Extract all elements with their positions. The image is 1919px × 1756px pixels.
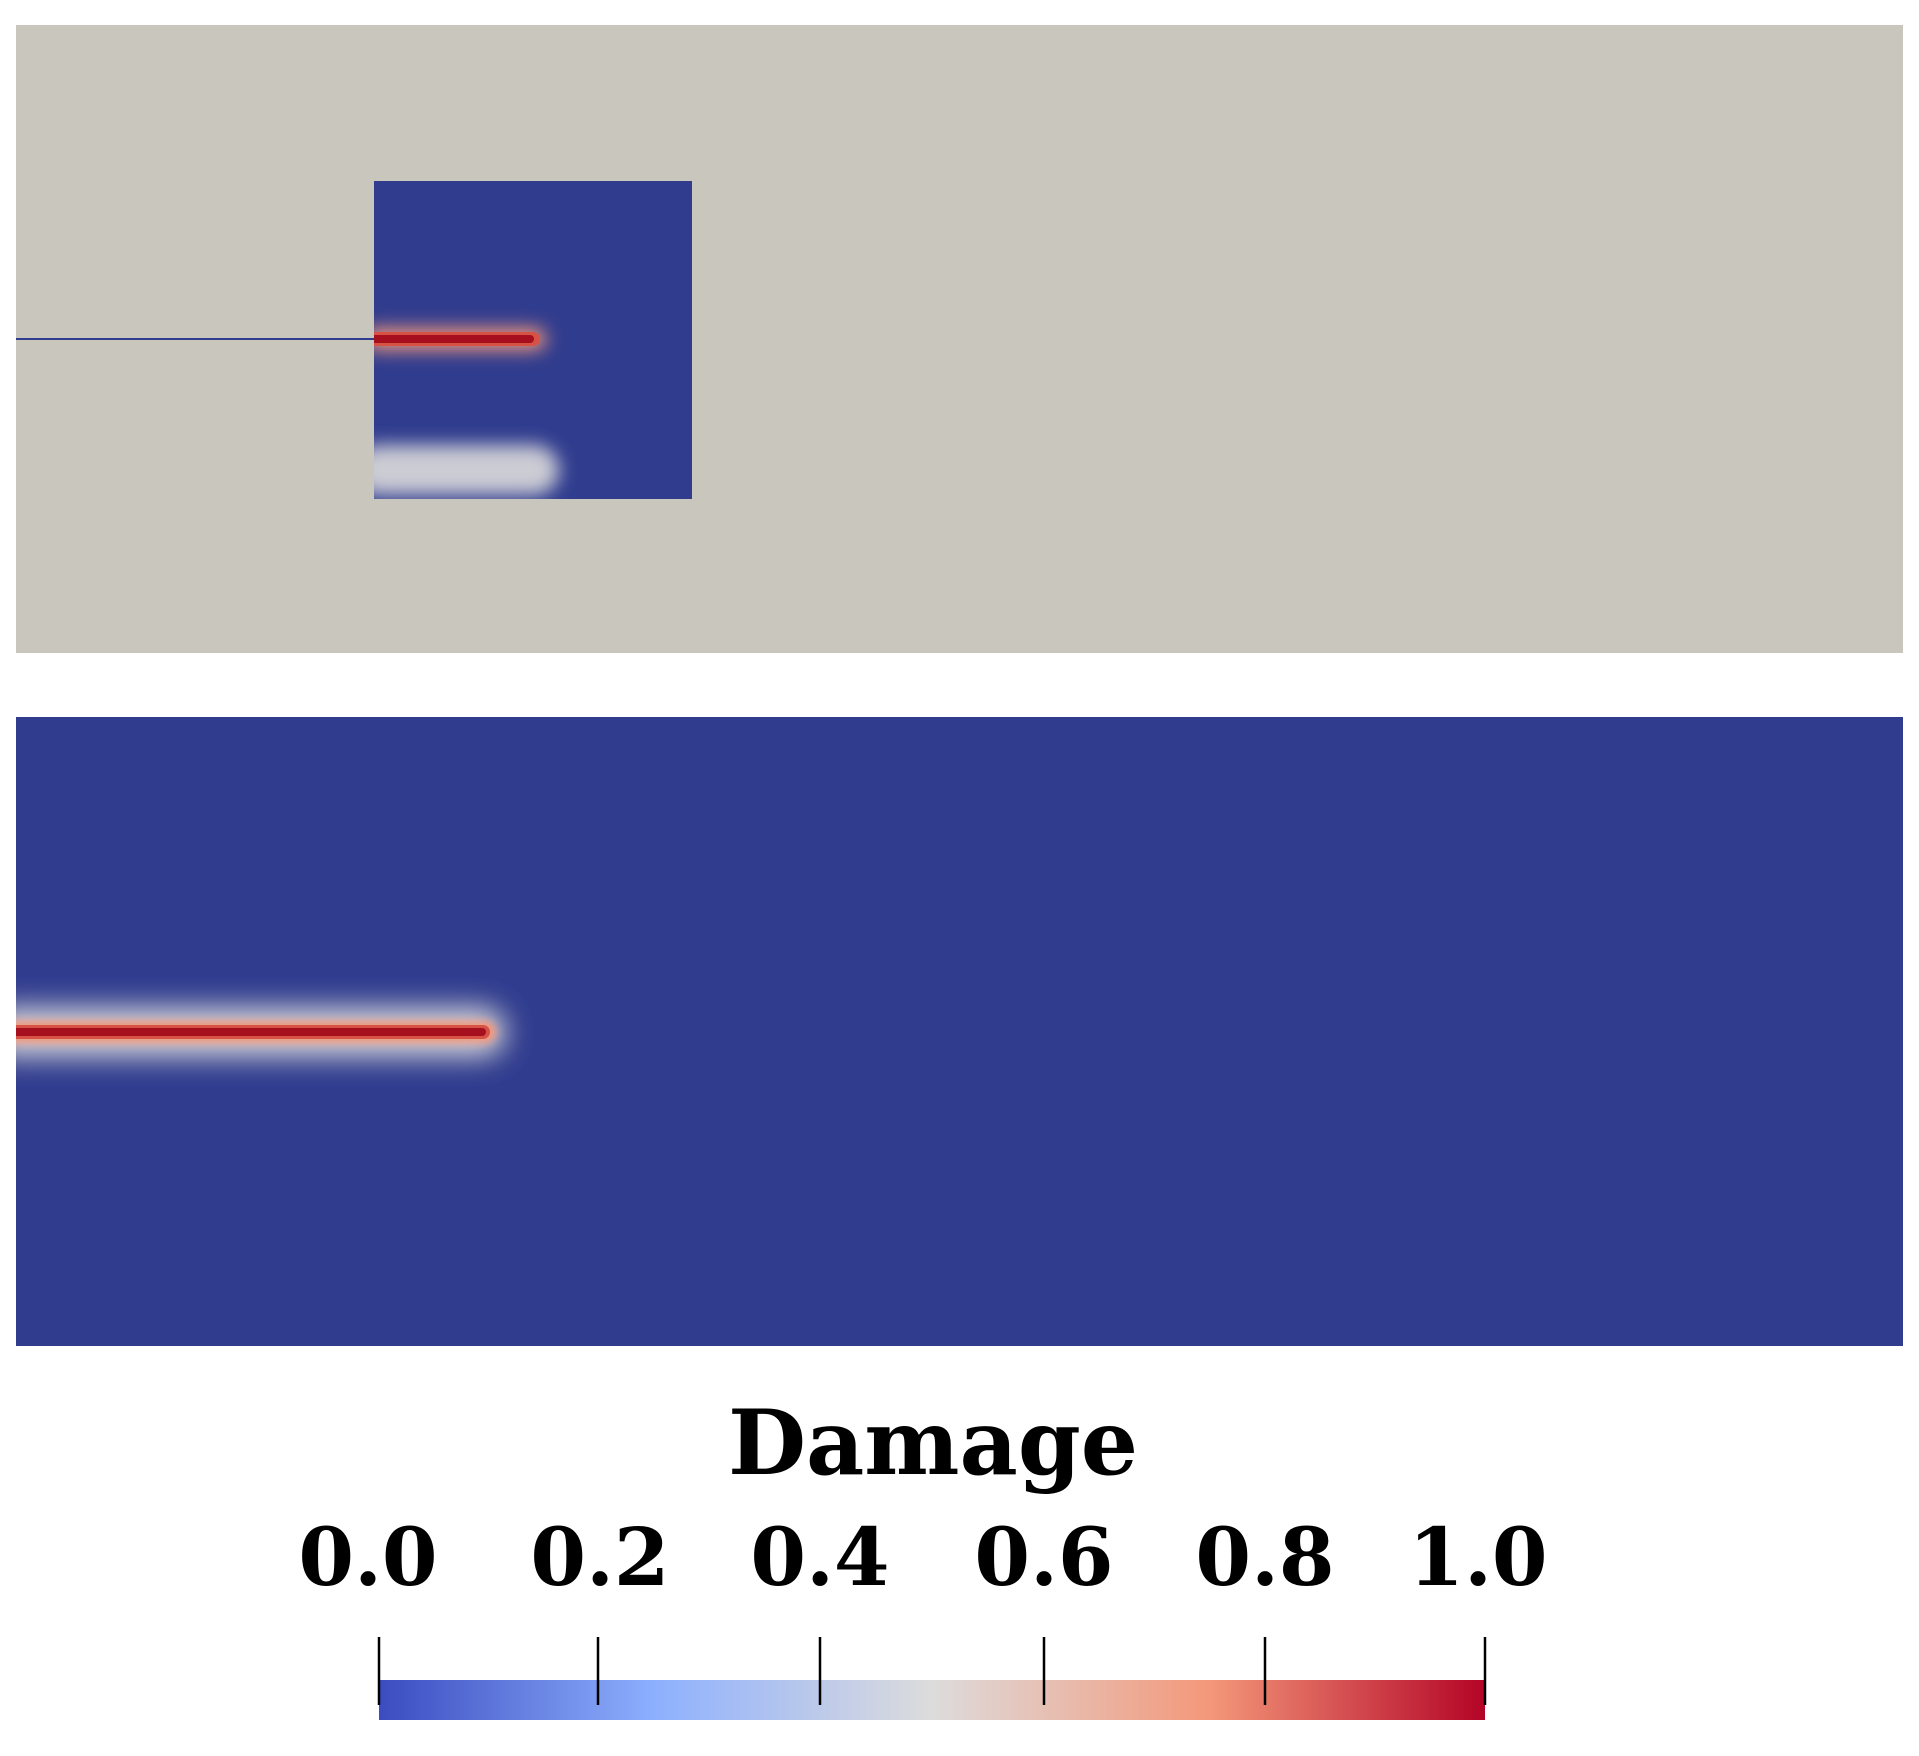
tick-label-2: 0.4 — [750, 1510, 890, 1604]
colorbar-ticks — [377, 1637, 1487, 1705]
refined-patch — [374, 181, 692, 499]
top-panel — [16, 25, 1903, 653]
colorbar-gradient — [379, 1680, 1485, 1720]
tick-label-5: 1.0 — [1408, 1510, 1548, 1604]
tick-label-4: 0.8 — [1195, 1510, 1335, 1604]
tick-label-0: 0.0 — [298, 1510, 438, 1604]
tick-label-1: 0.2 — [530, 1510, 670, 1604]
bottom-panel — [16, 717, 1903, 1346]
colorbar — [377, 1637, 1487, 1720]
legend-title: Damage — [727, 1390, 1139, 1496]
tick-label-3: 0.6 — [974, 1510, 1114, 1604]
